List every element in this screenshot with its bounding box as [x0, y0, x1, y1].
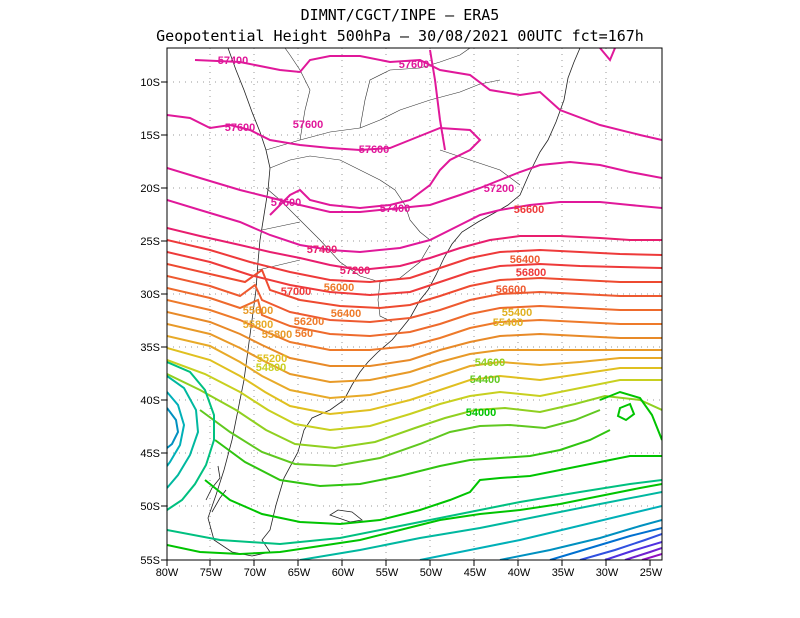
lat-label: 45S: [140, 448, 160, 460]
contour-label: 57600: [399, 59, 430, 71]
tick-marks: [161, 81, 651, 566]
lon-label: 30W: [596, 567, 619, 579]
map-frame: [166, 47, 663, 561]
contour-label: 55400: [502, 307, 533, 319]
lon-label: 40W: [508, 567, 531, 579]
contour-label: 56400: [331, 308, 362, 320]
lat-label: 35S: [140, 342, 160, 354]
contour-label: 57400: [307, 244, 338, 256]
contour-label: 54000: [466, 407, 497, 419]
contour-label: 57000: [281, 286, 312, 298]
contour-label: 54800: [256, 362, 287, 374]
contour-label: 57600: [293, 119, 324, 131]
contour-label: 55200: [257, 353, 288, 365]
contour-label: 56400: [510, 254, 541, 266]
lon-label: 55W: [376, 567, 399, 579]
lon-label: 35W: [552, 567, 575, 579]
contour-lines: [167, 48, 662, 560]
lat-label: 40S: [140, 395, 160, 407]
contour-label: 54400: [470, 374, 501, 386]
lat-label: 15S: [140, 130, 160, 142]
longitude-labels: 80W 75W 70W 65W 60W 55W 50W 45W 40W 35W 30W 25W: [156, 567, 663, 579]
title-line-2: Geopotential Height 500hPa – 30/08/2021 …: [156, 27, 644, 45]
lat-label: 20S: [140, 183, 160, 195]
title-line-1: DIMNT/CGCT/INPE – ERA5: [300, 6, 500, 24]
lon-label: 50W: [420, 567, 443, 579]
contour-label: 55400: [493, 317, 524, 329]
contour-label: 55800: [262, 329, 293, 341]
lon-label: 25W: [640, 567, 663, 579]
contour-label: 57600: [225, 122, 256, 134]
lat-label: 50S: [140, 501, 160, 513]
contour-label: 560: [295, 328, 313, 340]
lat-label: 55S: [140, 555, 160, 567]
contour-label: 57200: [340, 265, 371, 277]
latitude-labels: 10S 15S 20S 25S 30S 35S 40S 45S 50S 55S: [140, 77, 160, 567]
contour-label: 57600: [359, 144, 390, 156]
contour-label: 56200: [294, 316, 325, 328]
contour-label: 57200: [484, 183, 515, 195]
lon-label: 65W: [288, 567, 311, 579]
map-grid: [167, 48, 662, 560]
contour-label: 57600: [271, 197, 302, 209]
contour-label: 55800: [243, 319, 274, 331]
contour-label: 56800: [516, 267, 547, 279]
lat-label: 10S: [140, 77, 160, 89]
contour-label: 54600: [475, 357, 506, 369]
contour-label: 56600: [514, 204, 545, 216]
coastline: [205, 48, 581, 557]
lon-label: 45W: [464, 567, 487, 579]
lon-label: 70W: [244, 567, 267, 579]
contour-label: 57400: [218, 55, 249, 67]
lat-label: 30S: [140, 289, 160, 301]
contour-label: 56600: [496, 284, 527, 296]
lon-label: 80W: [156, 567, 179, 579]
contour-label: 57400: [380, 203, 411, 215]
lat-label: 25S: [140, 236, 160, 248]
contour-label: 55600: [243, 305, 274, 317]
contour-label: 56000: [324, 282, 355, 294]
lon-label: 60W: [332, 567, 355, 579]
lon-label: 75W: [200, 567, 223, 579]
